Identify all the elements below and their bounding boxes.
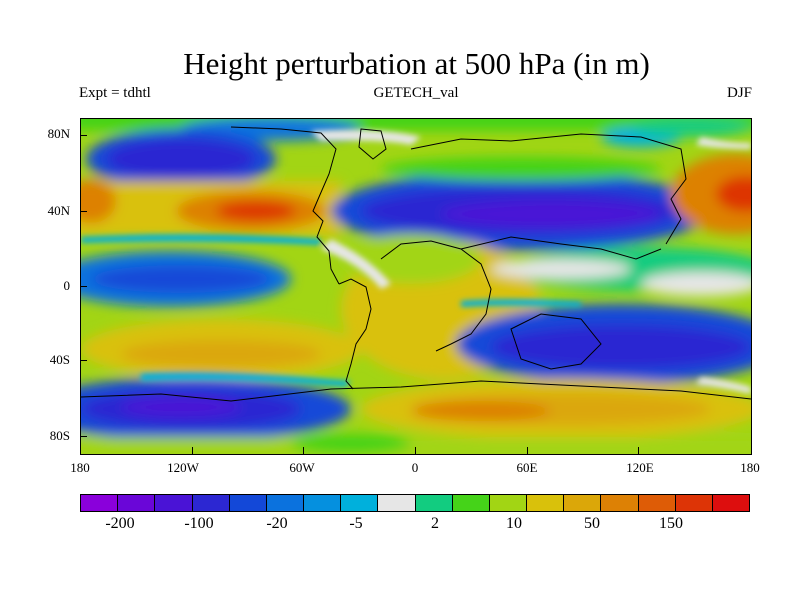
grey-ridge-4 [461,299,581,307]
coastlines [81,126,751,402]
lon-label-120e: 120E [626,460,654,475]
lon-tick [415,447,416,454]
lon-label-0: 0 [411,460,419,475]
colorbar-box [304,495,342,511]
fill-arctic-cyan [631,119,751,137]
fill-tropic-grey-2 [641,272,751,296]
fill-south-orange [121,340,321,368]
colorbar-box [266,495,305,511]
fill-green-north [381,157,661,181]
fill-tropic-grey [491,259,631,279]
fill-high-east-core [716,176,751,212]
colorbar-box [601,495,639,511]
contour-highlights [81,129,751,394]
lon-label-60e: 60E [516,460,538,475]
lon-tick [192,447,193,454]
coast-asia-south [460,236,662,260]
grey-ridge-2 [321,239,391,289]
coast-antarctica [81,380,751,402]
coast-africa [380,240,492,352]
coast-greenland [358,128,387,160]
fill-high-west-edge [81,179,116,223]
fill-high-east [671,154,751,234]
season-label: DJF [726,85,752,101]
coast-australia [510,313,602,370]
colorbar-box [638,495,676,511]
contour-map [81,119,751,454]
colorbar-label: -100 [184,515,214,532]
lat-label-80s: 80S [49,428,70,443]
coast-south-america [338,278,372,390]
fill-south-edge-green [291,434,411,454]
lon-label-180e: 180 [740,460,760,475]
colorbar-box [675,495,713,511]
colorbar-box [192,495,230,511]
lon-label-180w: 180 [70,460,90,475]
colorbar-box [81,495,119,511]
lat-tick [80,211,87,212]
lat-label-40n: 40N [47,203,70,218]
fill-south-low-west-deep [121,397,241,417]
lat-tick [80,286,87,287]
colorbar-label: 50 [584,515,600,532]
colorbar-box [118,495,156,511]
lon-tick [638,447,639,454]
experiment-label: Expt = tdhtl [79,85,151,101]
colorbar-label: -200 [105,515,135,532]
colorbar-box [712,495,750,511]
colorbar-box [527,495,565,511]
coast-eurasia [410,133,687,245]
grey-ridge-6 [696,377,751,394]
colorbar-box [564,495,602,511]
colorbar-box [155,495,193,511]
fill-south-edge [81,437,751,454]
coast-north-america [230,126,340,285]
colorbar-box [489,495,528,511]
colorbar-box [452,495,490,511]
fill-low-npac-core [106,139,256,179]
colorbar-box [415,495,453,511]
colorbar-label: -20 [266,515,288,532]
colorbar-label: -5 [349,515,363,532]
grey-ridge-1 [311,129,421,145]
lat-tick [80,436,87,437]
map-panel [80,118,752,455]
grey-ridge-7 [696,137,751,149]
lat-label-80n: 80N [47,126,70,141]
fill-high-npac-core [216,201,296,221]
fill-south-high-orange [411,401,551,421]
fill-south-low-east-core [491,325,751,369]
contour-fills [81,119,751,454]
colorbar-label: 10 [506,515,522,532]
lat-tick [80,135,87,136]
lon-label-60w: 60W [289,460,315,475]
colorbar [80,494,750,512]
colorbar-label: 2 [431,515,439,532]
dataset-label: GETECH_val [373,85,459,101]
lon-tick [527,447,528,454]
map-title: Height perturbation at 500 hPa (in m) [183,46,650,81]
grey-ridge-5 [141,373,351,387]
colorbar-box [341,495,379,511]
lon-tick [303,447,304,454]
colorbar-box [378,495,416,511]
colorbar-label: 150 [659,515,683,532]
colorbar-box [229,495,267,511]
lat-label-40s: 40S [49,352,70,367]
lon-label-120w: 120W [167,460,199,475]
lat-label-0: 0 [63,278,71,293]
lat-tick [80,360,87,361]
fill-tropic-low-west-core [91,265,271,293]
fill-low-eurasia-deep [441,200,661,228]
grey-ridge-3 [81,234,321,245]
